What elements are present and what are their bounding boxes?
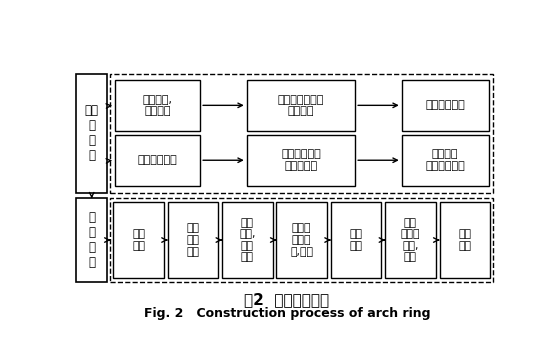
Bar [110,198,493,282]
Bar [110,74,493,193]
Bar [113,202,164,278]
Text: 施工
前
准
备: 施工 前 准 备 [85,104,99,162]
Bar [402,135,488,186]
Text: 支架
预压,
观测
分析: 支架 预压, 观测 分析 [239,218,255,262]
Bar [76,74,107,193]
Text: 钢管支架
现场防锈处理: 钢管支架 现场防锈处理 [425,150,465,171]
Bar [440,202,490,278]
Text: 地基承载力检测
地基处理: 地基承载力检测 地基处理 [278,95,324,116]
Text: 支架方案确定: 支架方案确定 [138,155,178,165]
Text: 绑扎
钢筋: 绑扎 钢筋 [349,229,362,251]
Bar [277,202,327,278]
Text: 调整底
模板标
高,立模: 调整底 模板标 高,立模 [290,223,313,257]
Bar [222,202,273,278]
Text: 图2  拱圈施工工艺: 图2 拱圈施工工艺 [244,292,330,307]
Text: 支架材料置备
运输至现场: 支架材料置备 运输至现场 [281,150,321,171]
Bar [385,202,436,278]
Bar [115,135,200,186]
Bar [168,202,218,278]
Text: Fig. 2   Construction process of arch ring: Fig. 2 Construction process of arch ring [144,308,430,320]
Bar [115,80,200,131]
Text: 测量放样,
平整场地: 测量放样, 平整场地 [143,95,172,116]
Text: 卸落
拱架: 卸落 拱架 [458,229,472,251]
Bar [247,80,355,131]
Bar [247,135,355,186]
Text: 拱圈
混凝土
施工,
养护: 拱圈 混凝土 施工, 养护 [401,218,420,262]
Bar [76,198,107,282]
Bar [402,80,488,131]
Text: 拱架基础施工: 拱架基础施工 [425,100,465,110]
Text: 拱架
搭设: 拱架 搭设 [132,229,145,251]
Bar [331,202,381,278]
Text: 圈拱
底板
施工: 圈拱 底板 施工 [186,223,199,257]
Text: 拱
圈
施
工: 拱 圈 施 工 [88,211,95,269]
